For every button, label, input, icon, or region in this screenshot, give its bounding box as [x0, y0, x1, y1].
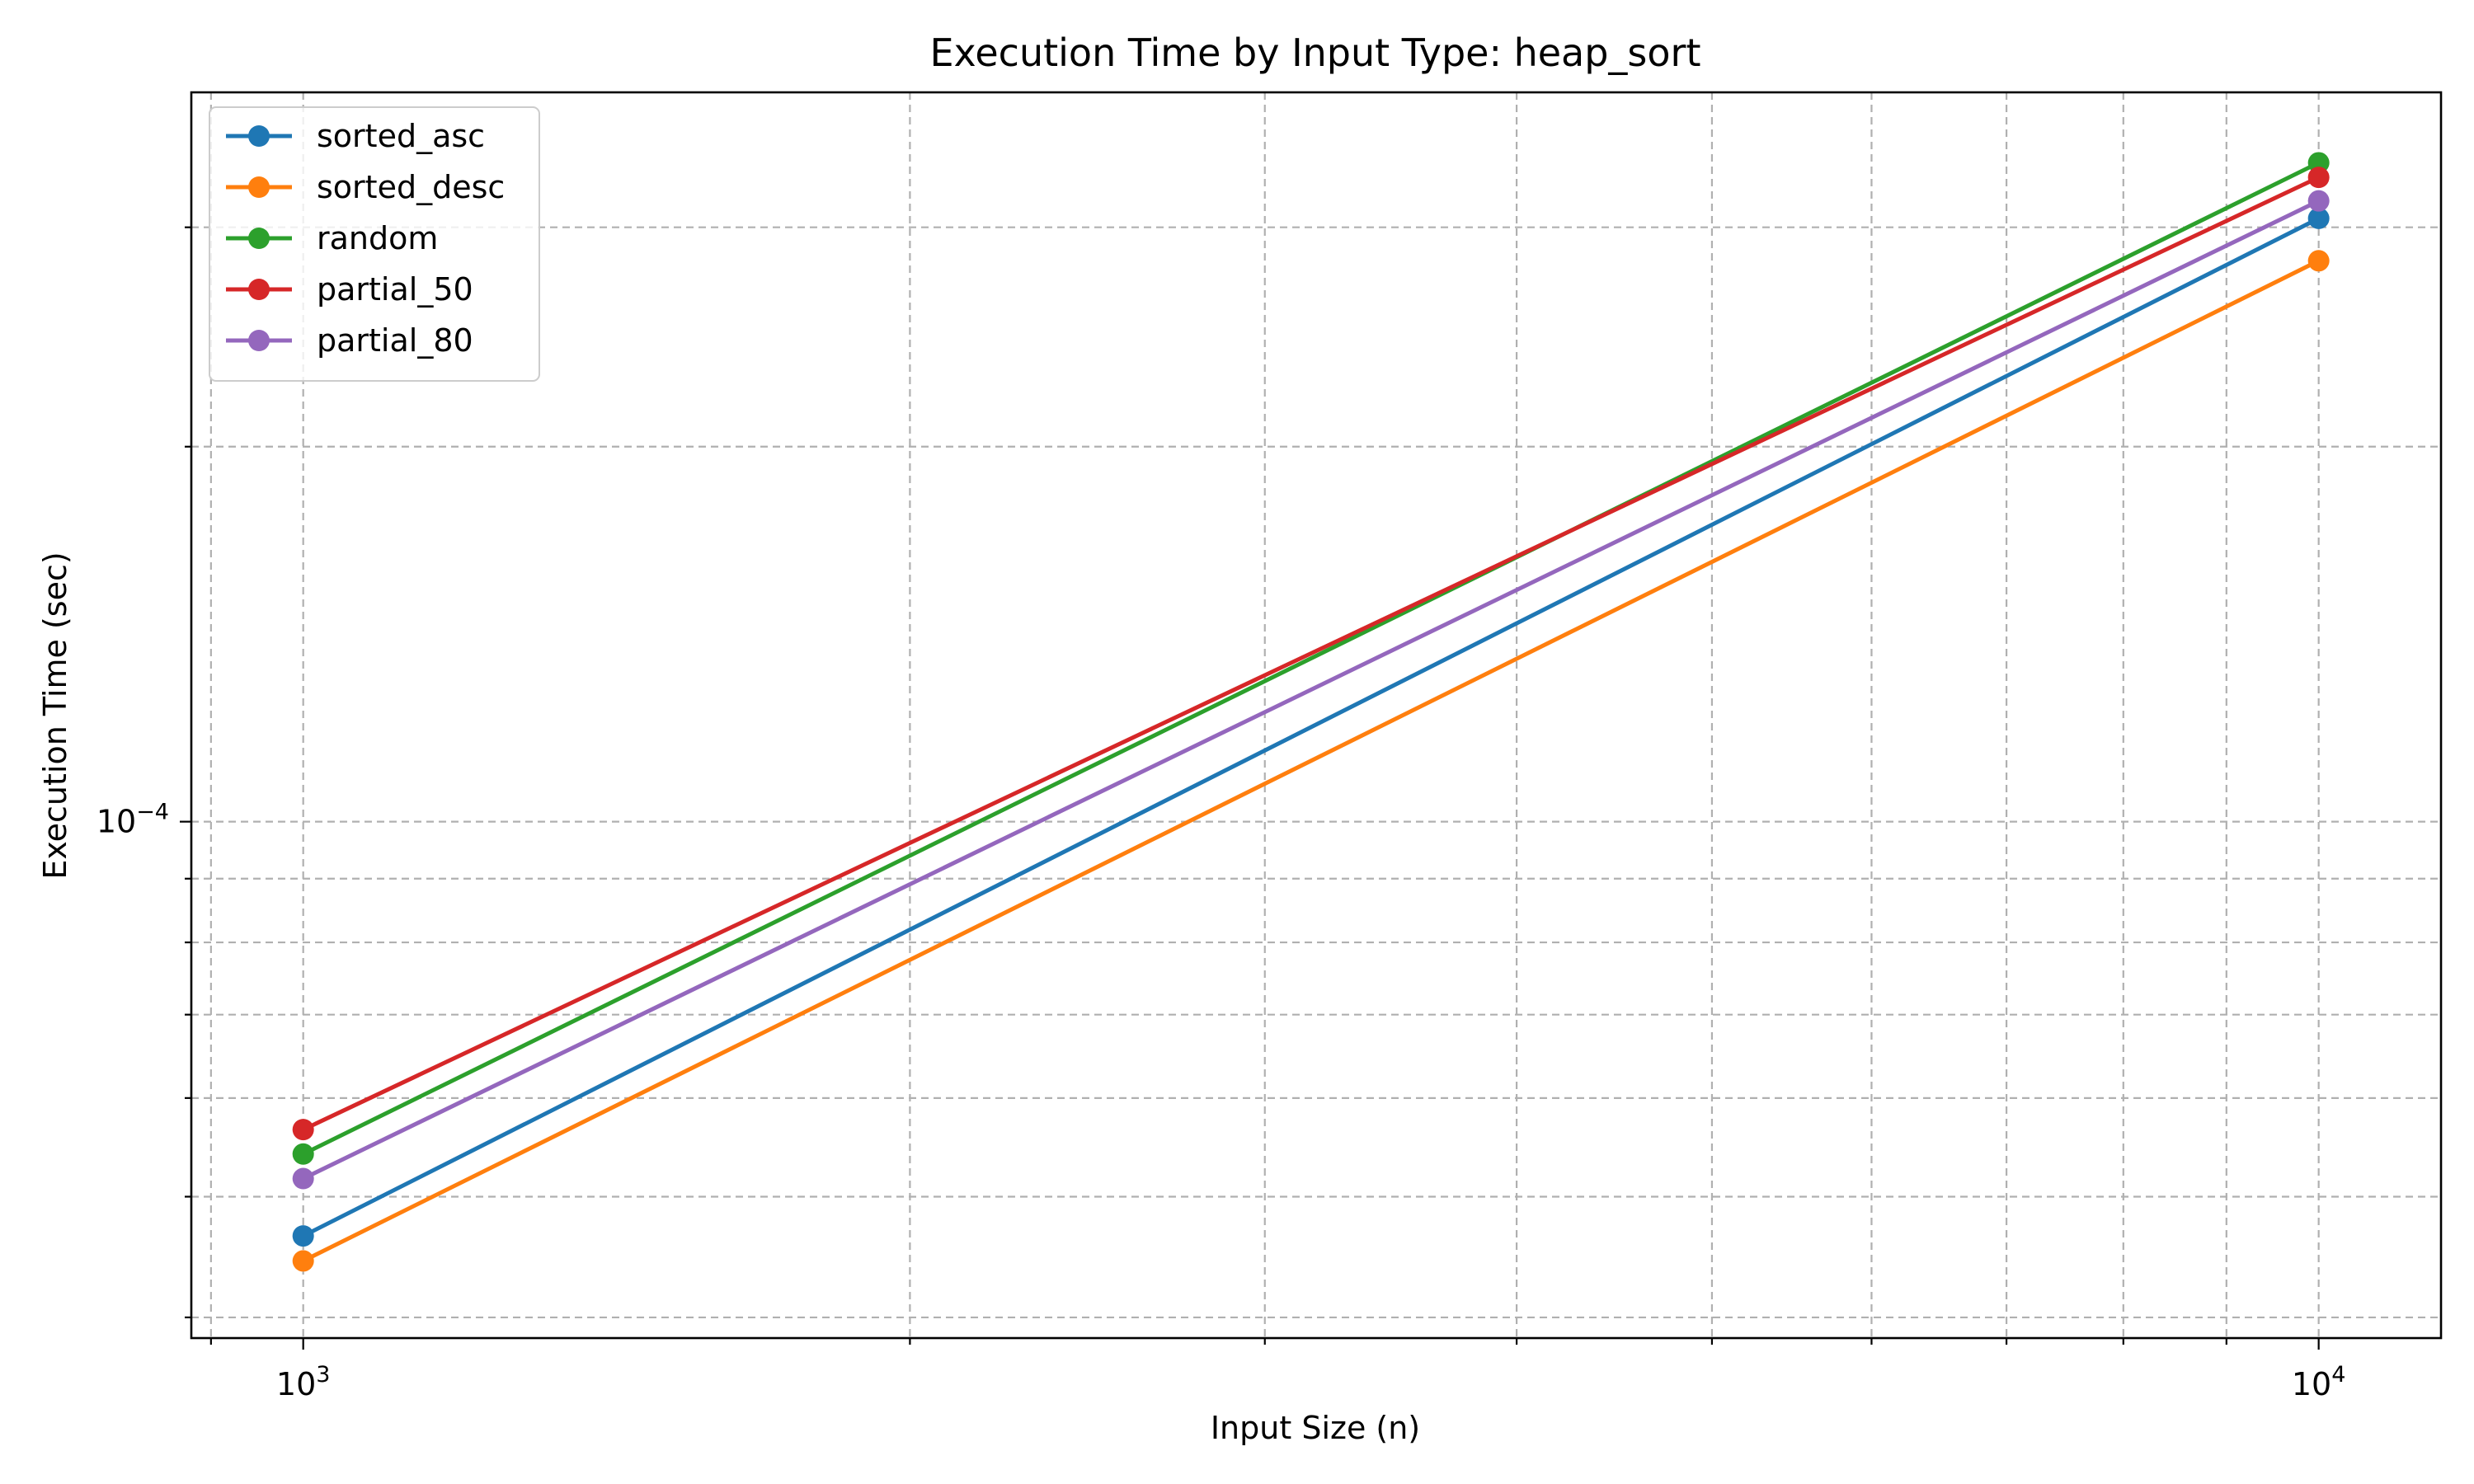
data-point-sorted_asc — [292, 1225, 314, 1247]
axis-ticks: 103 104 10−4 — [96, 226, 2346, 1402]
series-line-partial_50 — [302, 175, 2320, 1132]
grid — [191, 92, 2441, 1338]
series-sorted_asc — [292, 207, 2330, 1247]
data-point-sorted_asc — [2307, 207, 2330, 229]
legend-box — [209, 106, 540, 382]
data-point-random — [292, 1143, 314, 1165]
series-partial_50 — [292, 167, 2330, 1141]
legend-marker-sorted_asc — [248, 125, 270, 147]
y-axis-label: Execution Time (sec) — [37, 552, 73, 879]
series-line-sorted_asc — [302, 216, 2320, 1238]
data-point-partial_80 — [2307, 190, 2330, 212]
y-tick-label: 10−4 — [96, 800, 169, 840]
legend-marker-partial_50 — [248, 279, 270, 300]
series-sorted_desc — [292, 250, 2330, 1272]
legend-label-sorted_desc: sorted_desc — [317, 169, 505, 205]
series-line-random — [302, 161, 2320, 1157]
legend-label-partial_80: partial_80 — [317, 322, 473, 359]
data-point-partial_50 — [2307, 167, 2330, 189]
axes-frame — [190, 91, 2443, 1340]
data-point-partial_80 — [292, 1167, 314, 1190]
data-point-partial_50 — [292, 1119, 314, 1141]
series-partial_80 — [292, 190, 2330, 1190]
legend-label-sorted_asc: sorted_asc — [317, 118, 485, 154]
legend-label-partial_50: partial_50 — [317, 271, 473, 308]
chart-title: Execution Time by Input Type: heap_sort — [929, 31, 1700, 75]
data-point-sorted_desc — [292, 1250, 314, 1272]
series-line-partial_80 — [302, 199, 2320, 1181]
series-layer — [292, 152, 2330, 1272]
x-tick-label: 103 — [276, 1362, 331, 1402]
data-point-sorted_desc — [2307, 250, 2330, 272]
legend-marker-random — [248, 228, 270, 249]
legend-marker-sorted_desc — [248, 176, 270, 198]
x-tick-label: 104 — [2292, 1362, 2346, 1402]
x-axis-label: Input Size (n) — [1211, 1410, 1420, 1446]
legend-label-random: random — [317, 220, 438, 256]
legend-marker-partial_80 — [248, 330, 270, 351]
series-line-sorted_desc — [302, 259, 2320, 1263]
